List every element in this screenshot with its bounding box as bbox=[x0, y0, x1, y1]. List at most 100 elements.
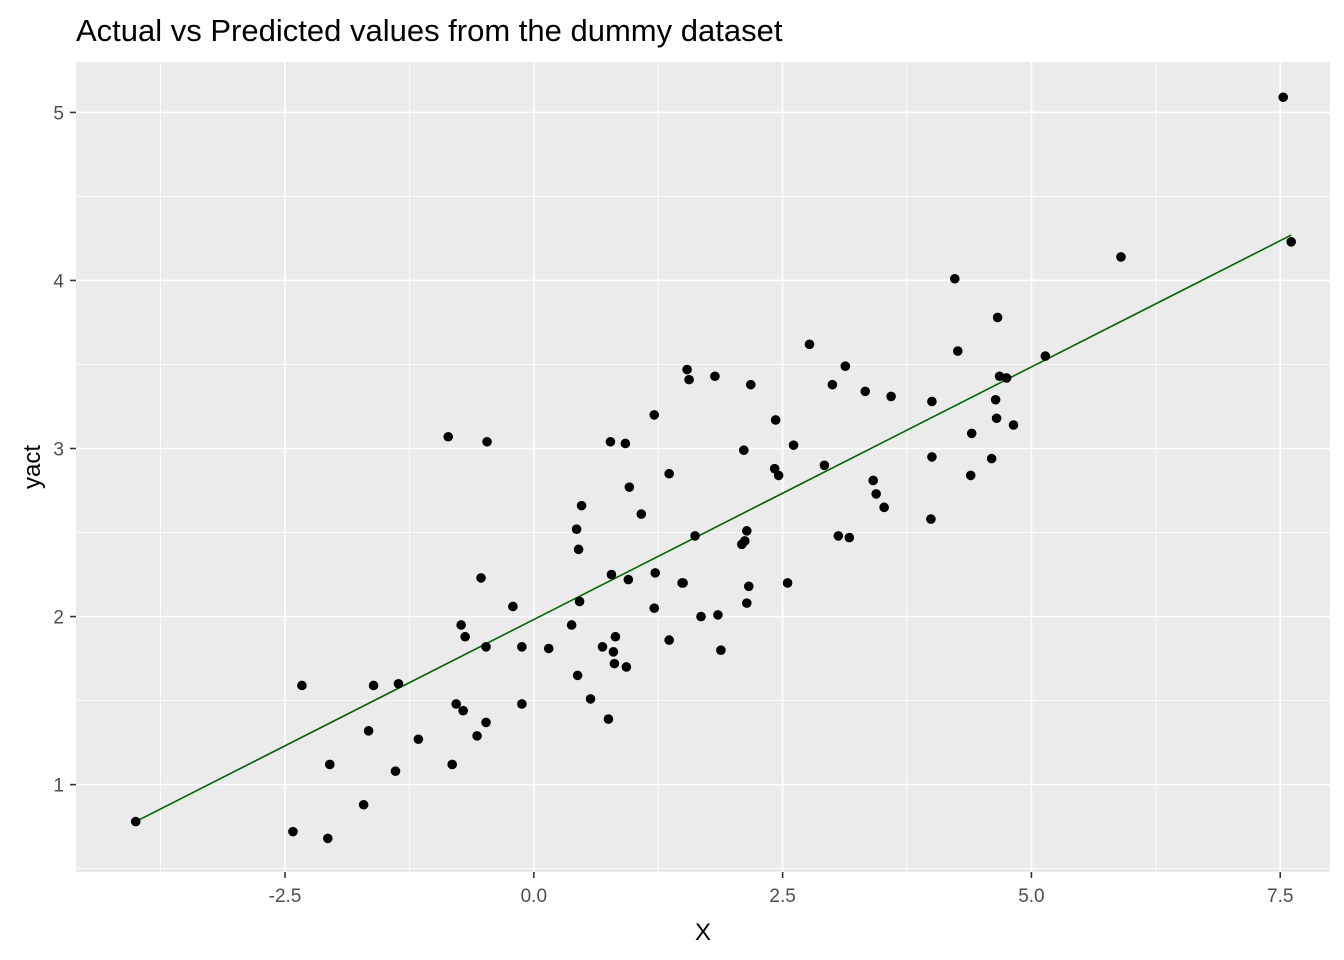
data-point bbox=[833, 531, 844, 541]
data-point bbox=[886, 391, 896, 402]
y-tick-label: 1 bbox=[53, 776, 64, 797]
data-point bbox=[390, 766, 401, 776]
data-point bbox=[966, 428, 977, 439]
data-point bbox=[696, 611, 706, 622]
data-point bbox=[443, 431, 454, 442]
data-point bbox=[585, 694, 596, 704]
x-axis-ticks: -2.5 0.0 2.5 5.0 7.5 bbox=[269, 872, 1293, 907]
data-point bbox=[684, 374, 694, 385]
data-point bbox=[606, 569, 617, 580]
chart-title: Actual vs Predicted values from the dumm… bbox=[76, 13, 783, 48]
x-tick-label: 0.0 bbox=[521, 886, 547, 907]
data-point bbox=[481, 642, 491, 652]
data-point bbox=[716, 645, 726, 655]
data-point bbox=[609, 658, 620, 669]
data-point bbox=[517, 699, 527, 709]
data-point bbox=[458, 705, 468, 716]
data-point bbox=[621, 662, 632, 672]
data-point bbox=[741, 598, 752, 608]
data-point bbox=[288, 826, 298, 837]
x-tick-label: -2.5 bbox=[269, 886, 302, 907]
data-points bbox=[130, 92, 1296, 844]
data-point bbox=[952, 346, 963, 356]
x-tick-label: 7.5 bbox=[1267, 886, 1293, 907]
data-point bbox=[1286, 237, 1296, 247]
data-point bbox=[1278, 92, 1289, 103]
data-point bbox=[927, 396, 937, 407]
data-point bbox=[571, 524, 582, 534]
data-point bbox=[804, 339, 815, 350]
data-point bbox=[476, 573, 486, 583]
data-point bbox=[992, 312, 1003, 323]
data-point bbox=[517, 642, 527, 652]
data-point bbox=[871, 489, 881, 499]
plot-panel bbox=[76, 62, 1330, 872]
data-point bbox=[743, 581, 754, 592]
data-point bbox=[713, 610, 723, 620]
data-point bbox=[322, 833, 333, 844]
data-point bbox=[623, 574, 634, 585]
data-point bbox=[624, 482, 635, 492]
data-point bbox=[927, 452, 937, 462]
data-point bbox=[447, 759, 458, 770]
data-point bbox=[572, 670, 583, 681]
data-point bbox=[451, 699, 461, 709]
data-point bbox=[840, 361, 851, 371]
data-point bbox=[472, 731, 482, 741]
data-point bbox=[879, 502, 889, 513]
y-axis-ticks: 1 2 3 4 5 bbox=[53, 103, 76, 797]
data-point bbox=[770, 415, 781, 425]
data-point bbox=[990, 394, 1001, 405]
data-point bbox=[844, 532, 855, 543]
data-point bbox=[1008, 420, 1019, 430]
data-point bbox=[1116, 252, 1126, 262]
data-point bbox=[297, 680, 307, 691]
data-point bbox=[740, 536, 750, 546]
x-tick-label: 2.5 bbox=[769, 886, 795, 907]
data-point bbox=[650, 568, 661, 578]
data-point bbox=[649, 603, 660, 613]
data-point bbox=[868, 475, 878, 486]
data-point bbox=[819, 460, 830, 471]
data-point bbox=[678, 578, 688, 588]
y-axis-title: yact bbox=[19, 445, 46, 489]
data-point bbox=[745, 379, 756, 390]
data-point bbox=[710, 371, 720, 382]
data-point bbox=[965, 470, 976, 481]
data-point bbox=[363, 726, 374, 736]
y-tick-label: 4 bbox=[53, 271, 64, 292]
data-point bbox=[827, 379, 838, 390]
data-point bbox=[739, 445, 749, 455]
data-point bbox=[597, 642, 608, 652]
data-point bbox=[773, 470, 784, 481]
data-point bbox=[603, 714, 614, 724]
data-point bbox=[324, 759, 335, 770]
data-point bbox=[393, 678, 404, 689]
data-point bbox=[949, 273, 960, 284]
predicted-line bbox=[135, 234, 1292, 823]
data-point bbox=[573, 544, 584, 555]
data-point bbox=[456, 620, 466, 630]
data-point bbox=[481, 717, 491, 728]
data-point bbox=[566, 620, 577, 630]
data-point bbox=[1040, 351, 1051, 361]
data-point bbox=[782, 578, 793, 588]
data-point bbox=[610, 631, 621, 642]
data-point bbox=[664, 635, 674, 645]
data-point bbox=[482, 436, 492, 447]
data-point bbox=[576, 500, 587, 511]
data-point bbox=[991, 413, 1002, 424]
data-point bbox=[368, 680, 379, 691]
data-point bbox=[741, 526, 752, 536]
y-tick-label: 5 bbox=[53, 103, 64, 124]
data-point bbox=[664, 468, 674, 479]
data-point bbox=[690, 531, 700, 541]
data-point bbox=[543, 643, 554, 654]
x-axis-title: X bbox=[695, 919, 711, 946]
data-point bbox=[860, 386, 871, 397]
data-point bbox=[620, 438, 631, 449]
data-point bbox=[508, 601, 518, 612]
data-point bbox=[358, 799, 369, 810]
data-point bbox=[574, 596, 585, 607]
data-point bbox=[130, 816, 141, 827]
